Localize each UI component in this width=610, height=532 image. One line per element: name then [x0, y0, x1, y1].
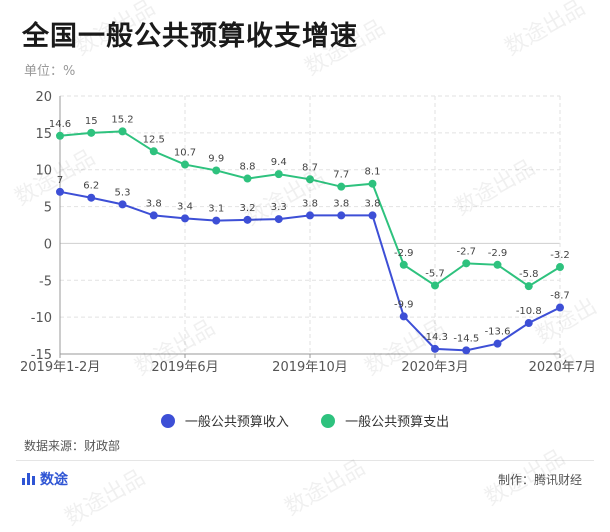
line-chart: -15 -10 -5 0 5 10 15 20 2019年1-2月 2019年6月 2019年10… — [20, 90, 596, 375]
data-label: 3.2 — [240, 203, 256, 214]
data-point — [368, 179, 377, 188]
unit-label: 单位：% — [24, 64, 76, 79]
data-label: -3.2 — [550, 250, 570, 261]
data-point — [462, 259, 471, 268]
data-point — [524, 319, 533, 328]
legend-dot-revenue — [160, 414, 175, 428]
data-label: 3.1 — [208, 204, 224, 215]
legend-item-expenditure[interactable]: 一般公共预算支出 — [321, 411, 449, 430]
data-point — [118, 127, 127, 136]
y-tick-label: 15 — [35, 127, 52, 142]
data-point — [337, 211, 346, 220]
brand-logo: 数途 — [22, 469, 68, 489]
brand-name: 数途 — [40, 472, 68, 488]
data-label: -2.9 — [488, 248, 508, 259]
data-point — [118, 200, 127, 209]
data-point — [212, 166, 221, 175]
data-label: 12.5 — [143, 134, 165, 145]
data-label: -14.3 — [422, 332, 448, 343]
data-label: 3.3 — [271, 202, 287, 213]
data-label: 3.8 — [146, 198, 162, 209]
data-label: 15.2 — [111, 114, 133, 125]
y-tick-label: 20 — [35, 90, 52, 105]
data-point — [337, 182, 346, 191]
data-label: -5.7 — [425, 268, 445, 279]
data-label: -9.9 — [394, 299, 414, 310]
data-label: 8.8 — [240, 162, 256, 173]
y-tick-label: 0 — [44, 237, 52, 252]
maker-credit: 制作：腾讯财经 — [497, 473, 582, 487]
data-point — [212, 216, 221, 225]
data-label: 14.6 — [49, 119, 71, 130]
legend-label-expenditure: 一般公共预算支出 — [345, 415, 450, 430]
data-point — [87, 193, 96, 202]
data-point — [431, 344, 439, 353]
data-label: 5.3 — [115, 187, 131, 198]
data-label: 7.7 — [333, 170, 349, 181]
data-label: -5.8 — [519, 269, 539, 280]
data-label: 3.8 — [302, 198, 318, 209]
data-label: -13.6 — [485, 327, 511, 338]
data-label: 8.7 — [302, 162, 318, 173]
data-point — [274, 215, 283, 224]
x-tick-label: 2019年6月 — [151, 360, 218, 375]
x-tick-label: 2019年10月 — [272, 360, 348, 375]
data-point — [149, 211, 158, 220]
legend-item-revenue[interactable]: 一般公共预算收入 — [160, 411, 289, 430]
data-label: 7 — [57, 175, 63, 186]
chart-title: 全国一般公共预算收支增速 — [22, 21, 358, 52]
data-label: 10.7 — [174, 148, 196, 159]
data-point — [524, 282, 533, 291]
data-point — [556, 303, 564, 312]
data-point — [306, 211, 314, 220]
data-point — [462, 346, 471, 355]
data-source: 数据来源：财政部 — [24, 439, 121, 453]
data-label: -14.5 — [453, 333, 479, 344]
data-point — [399, 312, 408, 321]
data-label: -2.9 — [394, 248, 414, 259]
data-point — [56, 187, 64, 196]
y-tick-label: 5 — [44, 201, 52, 216]
data-label: 9.9 — [208, 153, 224, 164]
data-point — [399, 260, 408, 269]
data-point — [493, 260, 502, 269]
data-point — [274, 170, 283, 179]
y-tick-label: -5 — [39, 274, 52, 289]
x-tick-label: 2020年7月 — [529, 360, 596, 375]
data-point — [493, 339, 502, 348]
data-point — [306, 175, 314, 184]
data-label: 3.4 — [177, 201, 193, 212]
data-point — [56, 131, 64, 140]
data-label: -8.7 — [550, 291, 570, 302]
data-label: 9.4 — [271, 157, 287, 168]
bar-chart-icon — [22, 473, 36, 485]
x-tick-label: 2019年1-2月 — [20, 360, 100, 375]
data-point — [431, 281, 439, 290]
data-point — [87, 128, 96, 137]
legend-label-revenue: 一般公共预算收入 — [184, 415, 289, 430]
x-tick-label: 2020年3月 — [401, 360, 468, 375]
data-label: 6.2 — [83, 181, 99, 192]
watermark-text: 数途出品 — [60, 465, 150, 531]
legend-dot-expenditure — [321, 414, 336, 428]
data-point — [243, 215, 252, 224]
data-label: -2.7 — [456, 246, 476, 257]
y-tick-label: 10 — [35, 164, 52, 179]
footer-divider — [16, 460, 594, 461]
data-point — [556, 263, 564, 272]
y-tick-label: -15 — [31, 348, 52, 363]
data-point — [243, 174, 252, 183]
data-label: 15 — [85, 116, 98, 127]
legend: 一般公共预算收入 一般公共预算支出 — [0, 411, 610, 430]
data-label: 3.8 — [365, 198, 381, 209]
data-point — [149, 147, 158, 156]
data-point — [368, 211, 377, 220]
y-tick-label: -10 — [31, 311, 52, 326]
data-point — [181, 160, 189, 169]
data-label: 8.1 — [365, 167, 381, 178]
data-label: 3.8 — [333, 198, 349, 209]
data-label: -10.8 — [516, 306, 542, 317]
data-point — [181, 214, 189, 223]
